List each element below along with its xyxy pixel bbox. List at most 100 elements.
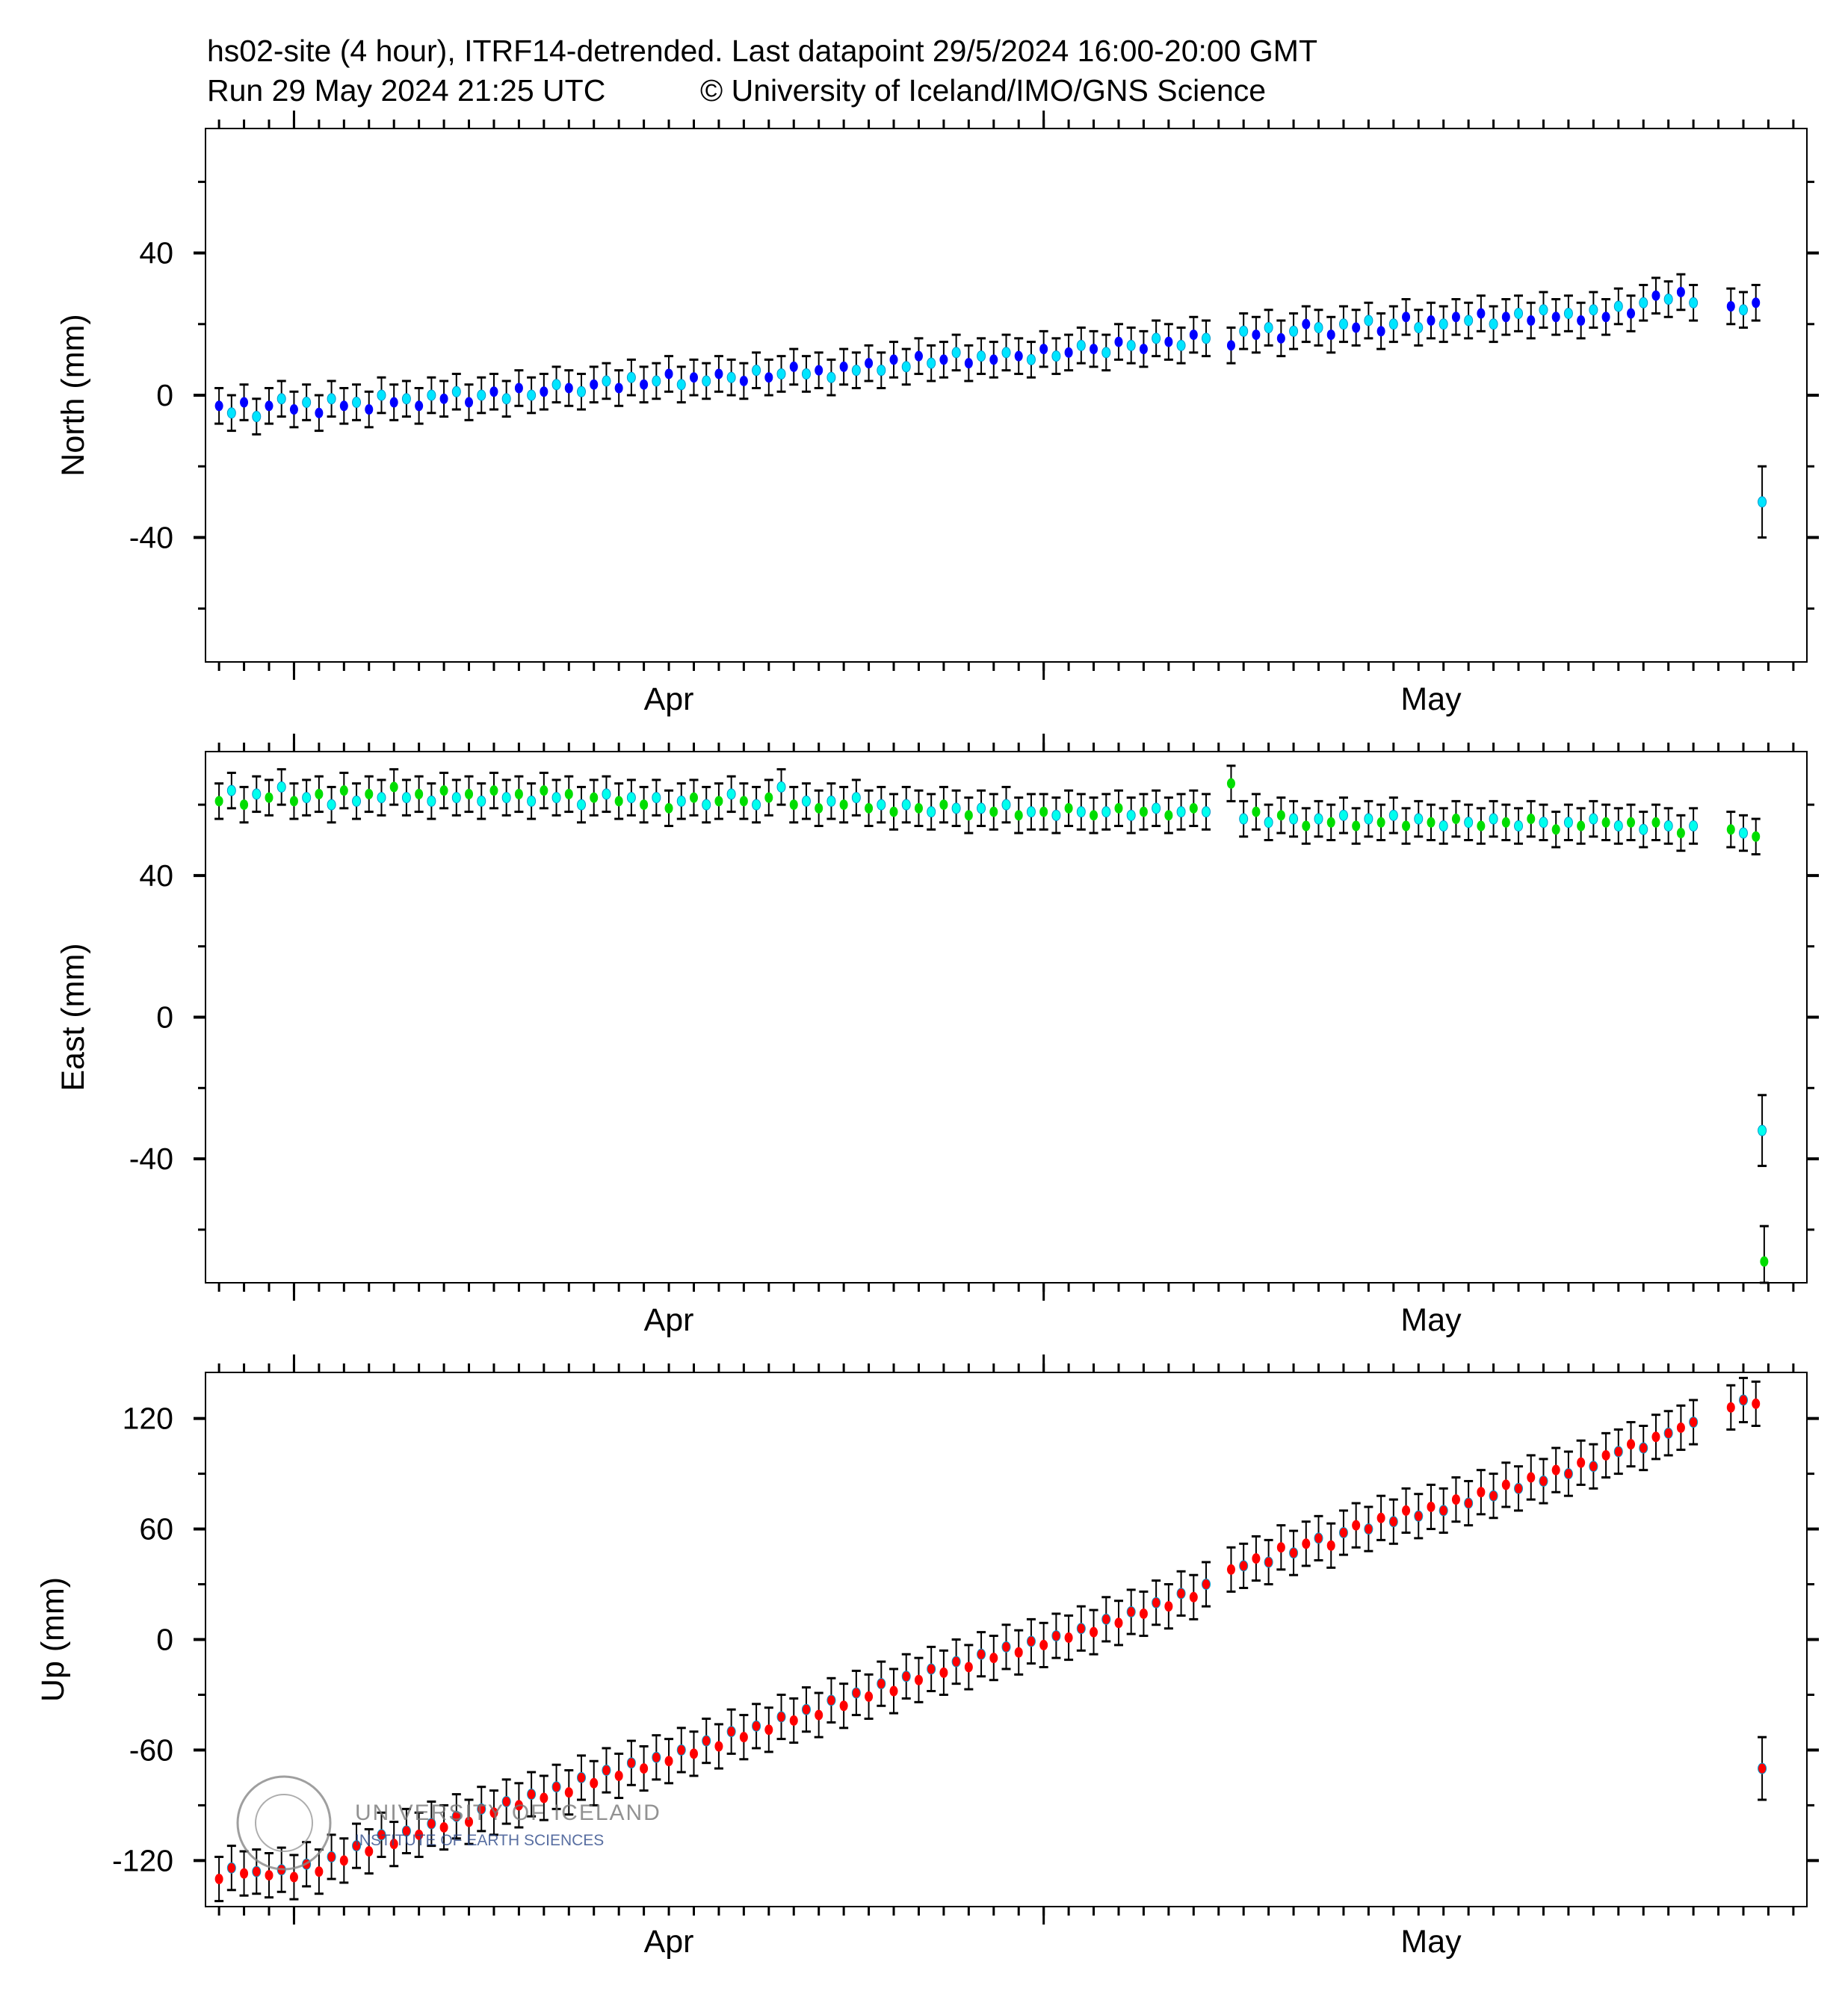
data-point [877,365,886,377]
data-point [865,358,874,369]
data-point [1164,810,1173,821]
data-point [1464,315,1474,326]
data-point [652,792,661,804]
data-point [602,788,611,800]
month-label: May [1400,1924,1462,1960]
data-point [1760,1256,1769,1267]
data-point [1252,806,1261,817]
data-point [389,397,398,408]
data-point [1189,329,1198,341]
data-point [226,1862,236,1874]
data-point [415,400,424,412]
data-point [1627,308,1636,319]
data-point [964,1662,973,1673]
data-point [1314,322,1323,334]
data-point [1689,820,1699,832]
seal-inner-icon [255,1794,313,1852]
data-point [489,1807,498,1818]
data-point [1264,1556,1273,1568]
data-point [289,1871,298,1883]
data-point [1527,1472,1536,1483]
data-point [702,799,711,811]
data-point [465,1816,474,1827]
data-point [352,1840,362,1852]
data-point [877,799,886,811]
data-point [1226,340,1235,351]
data-point [1352,322,1361,333]
data-point [451,1810,461,1822]
data-point [226,784,236,796]
data-point [389,781,398,793]
data-point [514,383,523,394]
data-point [764,372,773,383]
data-point [1239,1560,1249,1572]
data-point [839,361,848,372]
data-point [427,1818,436,1830]
data-point [1126,1606,1136,1618]
data-point [789,1715,798,1726]
data-point [451,792,461,804]
data-point [514,788,523,799]
data-point [1651,290,1660,301]
month-label: May [1400,681,1462,717]
data-point [252,788,262,800]
data-point [626,792,636,804]
data-point [1101,1613,1111,1625]
data-point [1726,824,1735,835]
data-point [226,407,236,419]
data-point [1477,308,1486,319]
data-point [901,799,911,811]
data-point [214,400,223,412]
data-point [1126,339,1136,351]
data-point [1338,1527,1348,1538]
data-point [851,792,861,804]
data-point [1076,806,1086,818]
data-point [664,1756,673,1767]
data-point [1226,778,1235,789]
data-point [1427,315,1436,326]
data-point [489,386,498,397]
data-point [590,792,599,803]
data-point [1051,809,1061,821]
data-point [1514,820,1524,832]
data-point [1726,301,1735,312]
data-point [1276,1542,1285,1553]
data-point [365,788,374,799]
data-point [1239,325,1249,337]
data-point [214,1874,223,1885]
data-point [801,1703,811,1715]
data-point [689,372,698,383]
data-point [1477,1487,1486,1498]
data-point [614,796,623,807]
data-point [989,1653,998,1664]
data-point [1376,817,1385,828]
data-point [401,393,411,405]
data-point [664,368,673,380]
y-axis-label: East (mm) [55,943,91,1091]
data-point [1601,1449,1610,1461]
data-point [889,806,898,817]
data-point [1302,318,1311,329]
data-point [815,802,823,814]
data-point [401,792,411,804]
data-point [1489,813,1498,825]
data-point [939,354,948,365]
data-point [439,393,448,404]
data-point [590,379,599,390]
data-point [1551,824,1560,835]
data-point [477,1803,486,1815]
data-point [714,1741,723,1752]
panel-east: Apr May -40 0 40 East (mm) [55,734,1819,1338]
data-point [1326,817,1335,828]
data-point [1464,817,1474,829]
data-point [551,379,561,391]
data-point [1651,1431,1660,1443]
data-point [1414,813,1424,825]
data-point [327,393,336,405]
y-tick-label: -120 [112,1843,173,1877]
data-point [501,393,511,405]
data-point [1326,1540,1335,1551]
data-point [577,799,587,811]
seal-icon [236,1775,332,1871]
data-point [1758,496,1767,508]
